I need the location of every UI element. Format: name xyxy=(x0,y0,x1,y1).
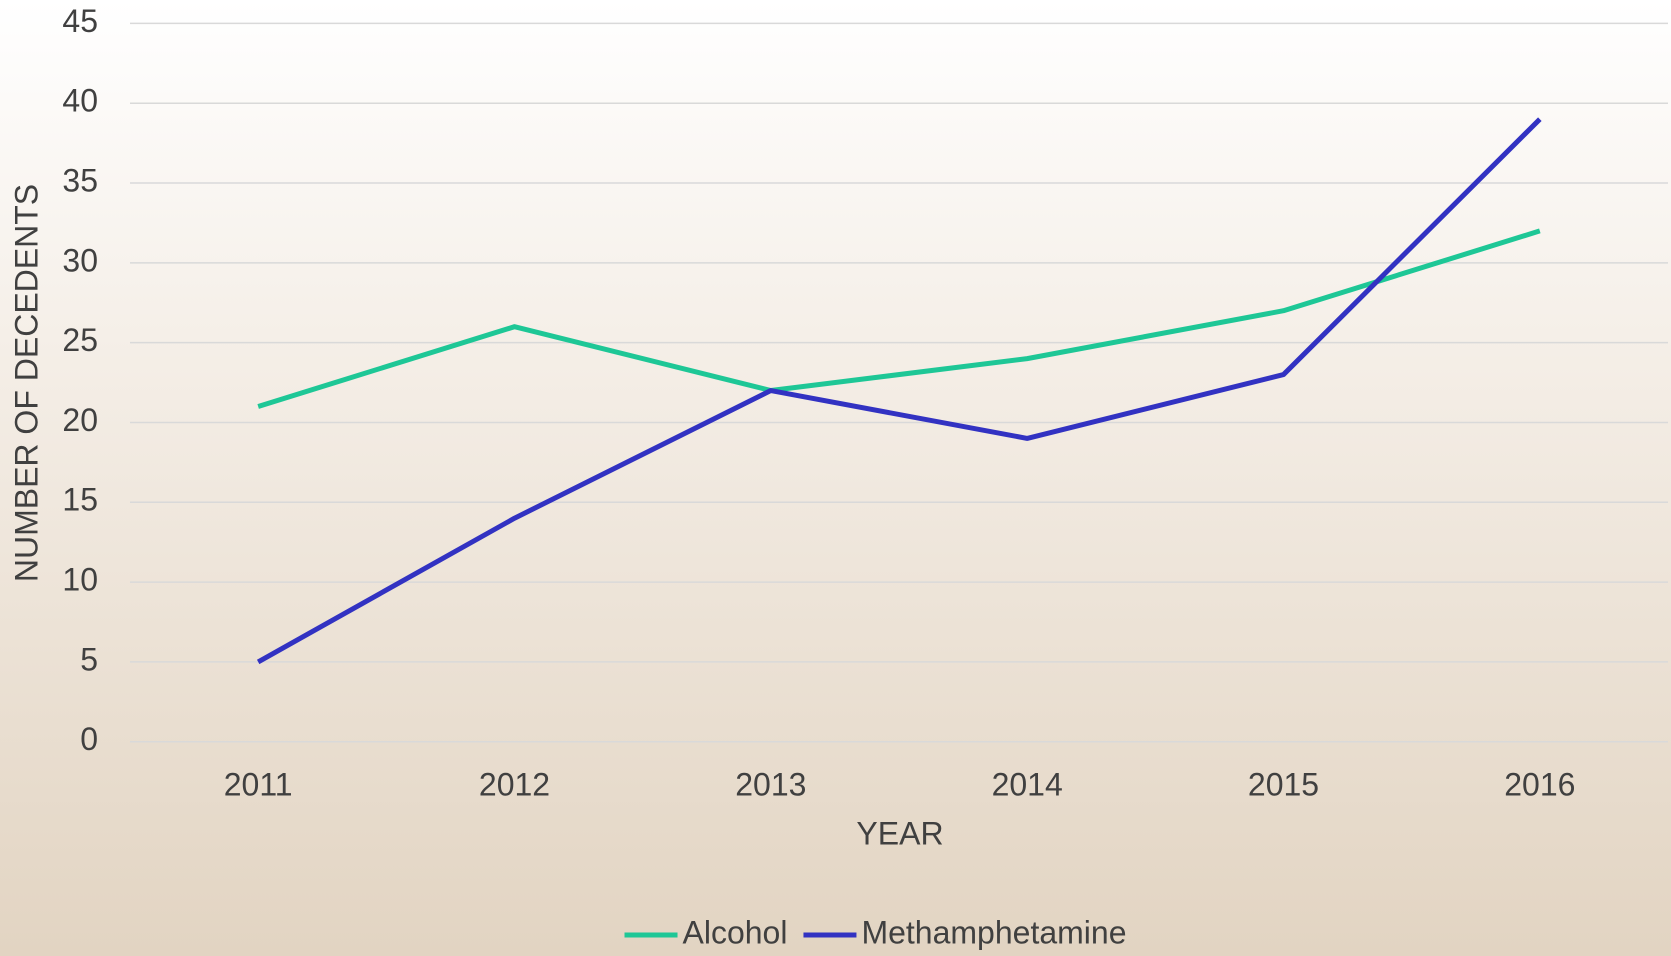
x-tick-label: 2015 xyxy=(1248,766,1319,802)
y-tick-label: 15 xyxy=(62,482,98,518)
x-tick-label: 2016 xyxy=(1504,766,1575,802)
legend-label: Methamphetamine xyxy=(861,914,1126,950)
x-tick-label: 2011 xyxy=(224,766,293,802)
x-tick-label: 2013 xyxy=(735,766,806,802)
y-tick-label: 30 xyxy=(62,242,98,278)
y-tick-label: 20 xyxy=(62,402,98,438)
y-tick-label: 10 xyxy=(62,562,98,598)
y-tick-label: 0 xyxy=(80,721,98,757)
y-tick-label: 25 xyxy=(62,322,98,358)
x-tick-label: 2012 xyxy=(479,766,550,802)
y-tick-label: 45 xyxy=(62,3,98,39)
page: YEAR NUMBER OF DECEDENTS 0 5 10 15 20 25 30 35 4… xyxy=(0,0,1671,956)
y-tick-label: 35 xyxy=(62,162,98,198)
y-axis-title: NUMBER OF DECEDENTS xyxy=(8,184,44,582)
legend-label: Alcohol xyxy=(683,914,788,950)
chart: YEAR NUMBER OF DECEDENTS 0 5 10 15 20 25 30 35 4… xyxy=(0,0,1671,956)
x-axis-title: YEAR xyxy=(856,815,943,851)
y-tick-label: 5 xyxy=(80,641,98,677)
y-tick-label: 40 xyxy=(62,83,98,119)
x-tick-label: 2014 xyxy=(992,766,1063,802)
background xyxy=(0,0,1671,956)
